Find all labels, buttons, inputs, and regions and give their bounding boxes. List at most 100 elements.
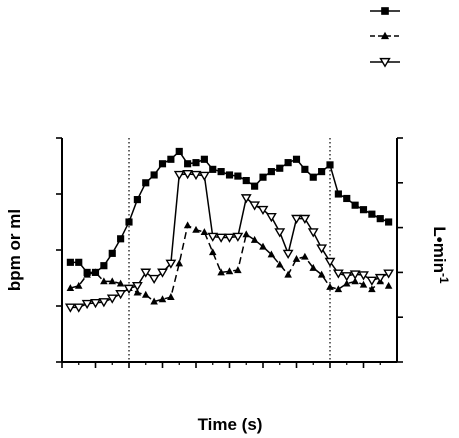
series-hr-point (142, 179, 150, 187)
series-co-point (81, 299, 93, 310)
ticks-layer (56, 137, 403, 368)
series-co-point (64, 303, 76, 313)
series-hr-point (200, 155, 208, 163)
series-co-point (249, 201, 261, 211)
series-co-point (207, 232, 219, 242)
series-co-point (198, 171, 210, 182)
series-co-point (265, 212, 277, 223)
series-sv-point (74, 281, 83, 289)
series-hr-point (292, 155, 301, 163)
series-sv-point (217, 268, 225, 276)
series-sv (66, 221, 393, 305)
series-hr-point (108, 249, 116, 257)
series-hr-point (343, 194, 351, 203)
series-co-point (157, 268, 168, 278)
series-sv-point (100, 277, 108, 285)
series-sv-point (301, 252, 309, 260)
series-hr-point (368, 210, 376, 218)
series-sv-line (70, 224, 389, 303)
series-hr-point (267, 168, 275, 176)
series-co-point (299, 214, 311, 225)
series-sv-point (158, 295, 167, 303)
series-co-point (215, 233, 227, 243)
series-co-point (349, 270, 361, 280)
y-axis-right-label-main: L•min (430, 226, 449, 273)
series-co-point (274, 228, 286, 238)
series-sv-point (192, 225, 200, 233)
series-hr-point (234, 172, 242, 180)
series-hr-point (242, 176, 250, 185)
series-hr-point (209, 165, 217, 173)
series-co-point (106, 294, 118, 304)
series-hr-point (251, 182, 259, 190)
series-co-point (131, 281, 143, 292)
series-sv-point (83, 270, 91, 278)
series-hr-point (318, 168, 326, 176)
series-co-point (190, 170, 202, 181)
series-co-point (324, 257, 336, 268)
series-sv-point (317, 270, 326, 278)
series-hr-point (150, 171, 158, 179)
series-sv-point (334, 285, 343, 293)
series-co-point (123, 284, 135, 294)
series-sv-point (309, 263, 318, 271)
series-co-point (358, 271, 369, 281)
series-co-point (316, 244, 328, 254)
series-sv-point (141, 290, 150, 298)
series-hr (66, 147, 393, 276)
series-co-point (182, 169, 194, 180)
series-hr-point (100, 262, 108, 270)
series-co-point (173, 170, 185, 181)
series-co-point (90, 299, 101, 309)
x-axis-label: Time (s) (198, 415, 263, 434)
series-co-point (73, 303, 85, 313)
series-co-point (257, 205, 269, 216)
series-sv-point (150, 297, 158, 305)
series-hr-point (125, 218, 133, 226)
phase-layer (128, 138, 331, 362)
series-sv-point (208, 248, 217, 256)
series-sv-point (167, 293, 175, 300)
series-sv-point (326, 282, 334, 290)
series-co-point (332, 269, 344, 279)
legend-co-marker (379, 57, 391, 68)
series-sv-point (368, 285, 376, 293)
series-co-point (140, 268, 152, 278)
series-layer (64, 147, 395, 313)
series-hr-point (284, 159, 292, 167)
series-sv-point (292, 254, 301, 262)
series-sv-point (200, 228, 209, 236)
series-sv-point (242, 230, 251, 238)
series-sv-point (275, 260, 284, 268)
legend-hr-marker (381, 7, 389, 15)
series-sv-point (183, 221, 192, 229)
series-sv-point (351, 277, 359, 285)
series-hr-point (66, 258, 74, 266)
series-co-point (341, 272, 353, 282)
series-hr-point (309, 173, 317, 181)
series-co-point (307, 228, 319, 238)
series-hr-point (276, 164, 284, 172)
series-co-point (291, 214, 302, 225)
series-hr-point (376, 215, 384, 223)
series-co-point (232, 232, 244, 242)
series-hr-point (259, 173, 267, 181)
series-hr-point (158, 160, 167, 168)
series-sv-point (259, 242, 267, 250)
legend-sv-marker (380, 31, 390, 40)
series-hr-point (217, 168, 225, 176)
series-co-point (282, 249, 294, 259)
series-sv-point (66, 284, 75, 292)
series-sv-point (250, 235, 259, 243)
series-hr-point (75, 258, 83, 266)
series-sv-point (284, 270, 292, 278)
y-axis-left-label: bpm or ml (5, 209, 24, 291)
series-hr-point (167, 155, 175, 163)
series-co-point (98, 298, 110, 308)
series-co-point (115, 290, 127, 300)
series-hr-point (225, 171, 234, 179)
series-sv-point (225, 267, 234, 275)
series-co-point (224, 233, 235, 243)
series-hr-point (133, 196, 141, 204)
